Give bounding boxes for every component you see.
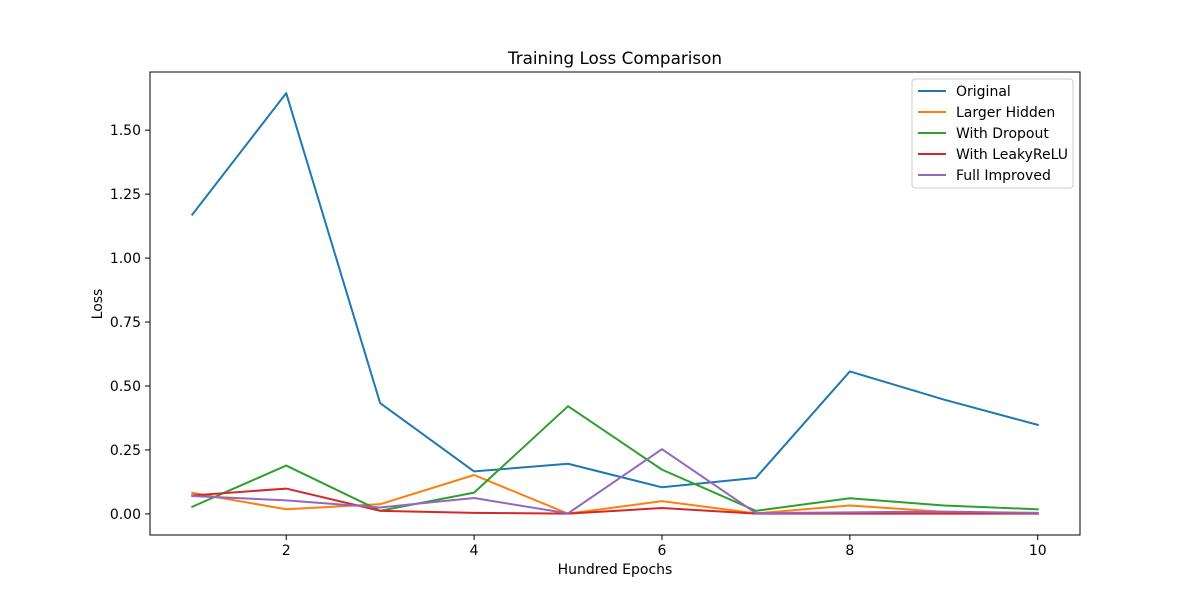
legend-item-full-improved: Full Improved	[918, 168, 1051, 184]
chart-title: Training Loss Comparison	[507, 48, 722, 68]
y-axis-label: Loss	[90, 289, 106, 320]
legend-item-with-leakyrelu: With LeakyReLU	[918, 147, 1068, 163]
y-tick-label: 1.00	[110, 251, 141, 267]
x-tick-label: 6	[658, 543, 667, 559]
legend-item-with-dropout: With Dropout	[918, 126, 1049, 142]
x-tick-label: 8	[845, 543, 854, 559]
legend-label: Larger Hidden	[956, 105, 1055, 121]
y-tick-label: 0.00	[110, 507, 141, 523]
x-axis-label: Hundred Epochs	[558, 562, 673, 578]
y-tick-label: 0.50	[110, 379, 141, 395]
y-tick-label: 0.25	[110, 443, 141, 459]
y-axis-ticks: 0.00 0.25 0.50 0.75 1.00 1.25 1.50	[110, 123, 150, 523]
x-tick-label: 10	[1029, 543, 1047, 559]
series-line-full-improved	[191, 448, 1039, 515]
legend-item-larger-hidden: Larger Hidden	[918, 105, 1055, 121]
legend-label: Original	[956, 84, 1011, 100]
legend-box	[911, 78, 1074, 189]
legend-label: With LeakyReLU	[956, 147, 1068, 163]
plot-area-frame	[149, 71, 1081, 536]
series-line-original	[190, 92, 1039, 489]
x-tick-label: 2	[282, 543, 291, 559]
x-tick-label: 4	[470, 543, 479, 559]
y-tick-label: 0.75	[110, 315, 141, 331]
y-tick-label: 1.25	[110, 187, 141, 203]
series-line-with-leakyrelu	[191, 487, 1039, 515]
series-line-larger-hidden	[191, 474, 1039, 515]
legend-item-original: Original	[918, 84, 1011, 100]
series-layer	[190, 92, 1039, 515]
legend-items: Original Larger Hidden With Dropout With Le…	[918, 84, 1068, 184]
y-tick-label: 1.50	[110, 123, 141, 139]
x-axis-ticks: 2 4 6 8 10	[282, 535, 1047, 559]
legend: Original Larger Hidden With Dropout With Le…	[911, 78, 1074, 189]
series-line-with-dropout	[190, 405, 1039, 512]
legend-label: Full Improved	[956, 168, 1051, 184]
legend-label: With Dropout	[956, 126, 1049, 142]
